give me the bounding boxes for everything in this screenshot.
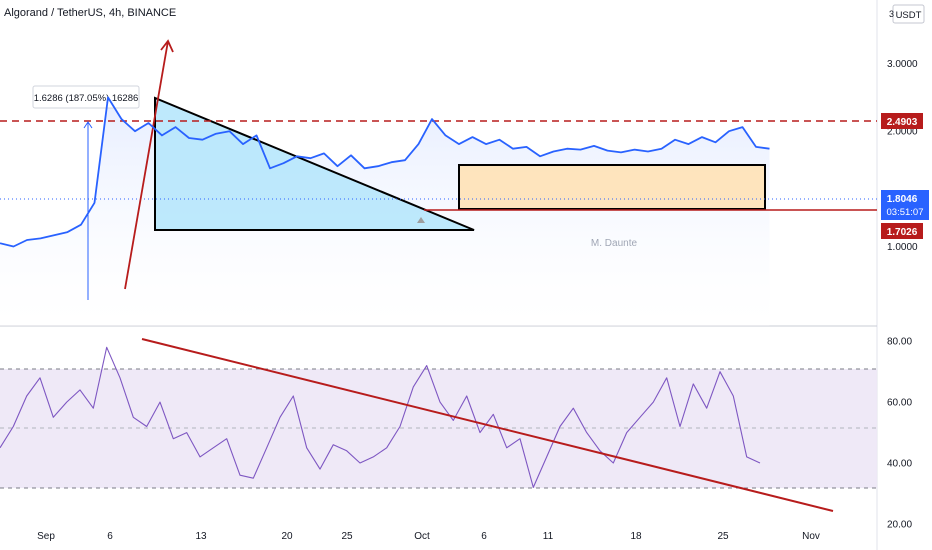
current-price-badge: 1.8046 03:51:07 [881, 190, 929, 220]
countdown-label: 03:51:07 [887, 207, 924, 218]
support-price-badge: 1.7026 [881, 223, 923, 239]
time-tick-label: 25 [717, 531, 729, 542]
breakout-arrow-line [124, 40, 169, 290]
time-tick-label: Sep [37, 531, 55, 542]
current-price-badge-box [881, 190, 929, 220]
resistance-price-badge: 2.4903 [881, 113, 923, 129]
currency-badge-box [892, 4, 925, 24]
rsi-tick-label: 40.00 [887, 459, 912, 470]
time-tick-label: Oct [414, 531, 430, 542]
measure-label: 1.6286 (187.05%) 16286 [34, 93, 139, 104]
breakout-arrow-head [160, 39, 174, 53]
triangle-marker [417, 217, 425, 223]
time-tick-label: Nov [802, 531, 820, 542]
rsi-tick-label: 20.00 [887, 519, 912, 530]
rsi-series-line [0, 346, 761, 488]
time-tick-label: 6 [107, 531, 113, 542]
range-rectangle [458, 164, 766, 210]
rsi-trendline [141, 338, 834, 512]
descending-triangle [154, 96, 475, 231]
price-series-line [0, 96, 770, 248]
current-price-label: 1.8046 [887, 194, 918, 205]
currency-badge[interactable]: USDT [892, 4, 925, 24]
time-tick-label: 25 [341, 531, 353, 542]
time-tick-label: 18 [630, 531, 642, 542]
price-tick-label: 3.0000 [887, 59, 918, 70]
time-tick-label: 20 [281, 531, 293, 542]
watermark: M. Daunte [591, 238, 638, 249]
currency-badge-label: USDT [896, 10, 922, 21]
symbol-title[interactable]: Algorand / TetherUS, 4h, BINANCE [4, 7, 176, 19]
currency-badge-tick: 3 [889, 9, 894, 19]
rsi-axis[interactable]: 80.00 60.00 40.00 20.00 [887, 337, 912, 531]
resistance-price-badge-label: 2.4903 [887, 117, 918, 128]
price-tick-label: 1.0000 [887, 242, 918, 253]
rsi-tick-label: 60.00 [887, 398, 912, 409]
time-axis[interactable]: Sep 6 13 20 25 Oct 6 11 18 25 Nov [37, 531, 820, 542]
rsi-tick-label: 80.00 [887, 337, 912, 348]
price-axis[interactable]: 3.0000 2.0000 1.0000 [887, 59, 918, 253]
price-tick-label: 2.0000 [887, 127, 918, 138]
time-tick-label: 6 [481, 531, 487, 542]
resistance-price-badge-box [881, 113, 923, 129]
time-tick-label: 13 [195, 531, 207, 542]
measure-label-box [32, 85, 140, 109]
support-price-badge-box [881, 223, 923, 239]
measure-arrow-head [83, 121, 93, 129]
support-price-badge-label: 1.7026 [887, 227, 918, 238]
time-tick-label: 11 [543, 531, 554, 542]
